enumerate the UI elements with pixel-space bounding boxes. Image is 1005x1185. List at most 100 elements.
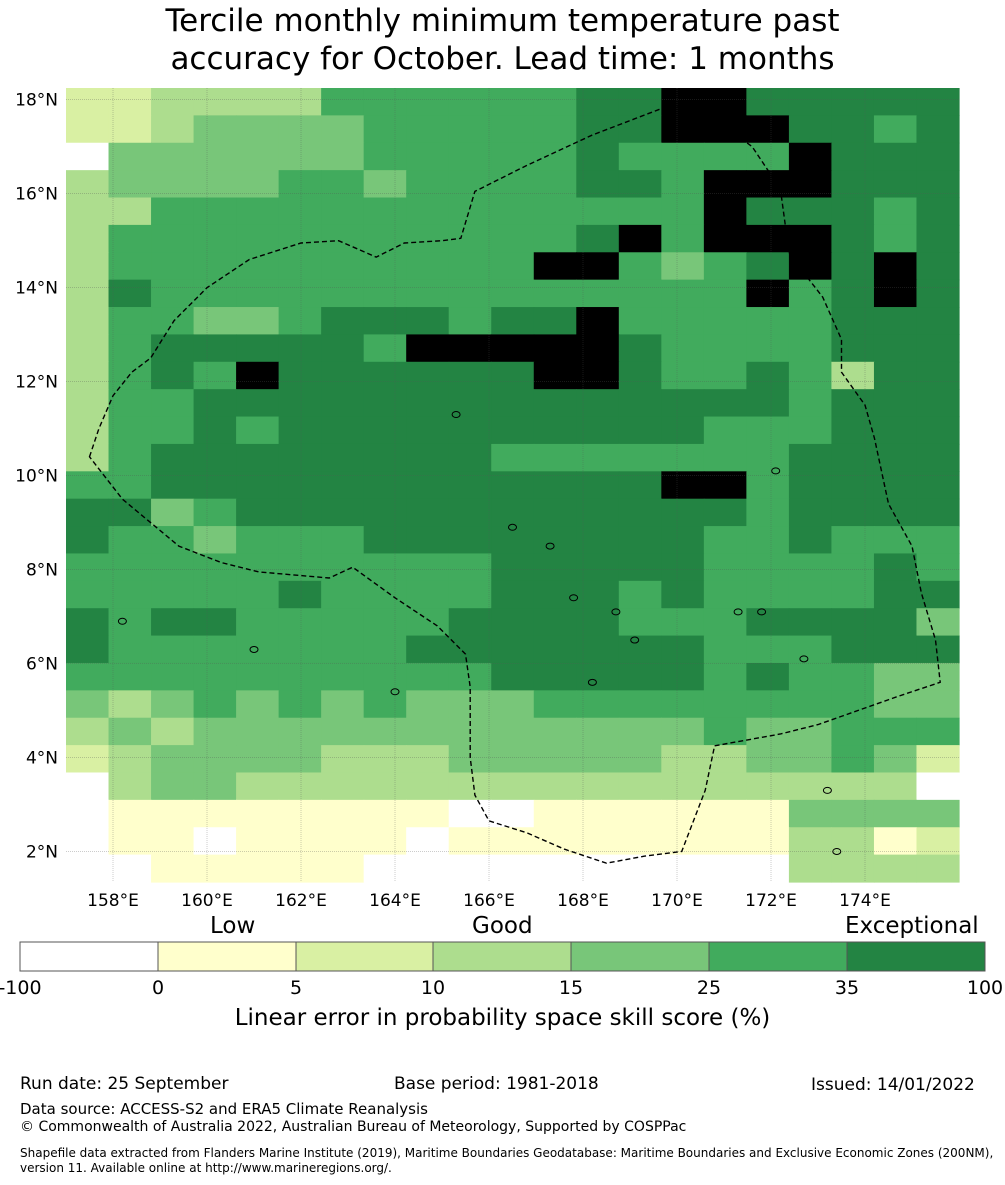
skill-cell [236,690,280,719]
skill-cell [533,827,577,856]
skill-cell [703,690,747,719]
skill-cell [831,526,875,555]
skill-cell [788,635,833,664]
skill-cell [831,553,875,582]
island-outline [545,542,555,550]
skill-cell [491,115,535,144]
skill-cell [576,389,620,418]
skill-cell [491,361,535,390]
skill-cell [151,279,195,308]
skill-cell [151,224,195,253]
skill-cell [831,416,875,445]
skill-cell [873,580,918,609]
skill-cell [193,717,237,746]
skill-cell [193,416,237,445]
skill-cell [618,142,662,171]
skill-cell [108,307,152,336]
skill-cell [363,799,407,828]
skill-cell [363,553,407,582]
skill-cell [108,827,152,856]
skill-cell [278,307,322,336]
category-label-good: Good [472,913,533,939]
skill-cell [916,142,960,171]
skill-cell [491,88,535,116]
skill-cell [618,115,662,144]
island-outline [569,594,579,602]
skill-cell [576,88,620,116]
skill-cell [788,553,833,582]
skill-cell [533,526,577,555]
skill-cell [278,252,322,281]
copyright: © Commonwealth of Australia 2022, Austra… [20,1119,687,1135]
skill-cell [66,279,110,308]
skill-cell [363,827,407,856]
skill-cell [491,827,535,856]
skill-cell [236,224,280,253]
skill-cell [363,142,407,171]
skill-cell [916,717,960,746]
skill-cell [576,827,620,856]
skill-cell [448,854,492,883]
skill-cell [321,252,365,281]
skill-cell [788,799,833,828]
skill-cell [661,361,705,390]
skill-cell [831,142,875,171]
skill-cell [661,827,705,856]
colorbar-segment [19,941,159,972]
skill-cell [448,88,492,116]
skill-cell [788,197,833,226]
skill-cell [831,334,875,363]
skill-cell [873,690,918,719]
skill-cell [533,580,577,609]
skill-cell [363,608,407,637]
skill-cell [406,799,450,828]
lon-tick-label: 164°E [369,891,421,911]
skill-cell [321,416,365,445]
skill-cell [533,224,577,253]
skill-cell [108,197,152,226]
skill-cell [278,745,322,774]
skill-cell [363,115,407,144]
colorbar-tick: -100 [0,977,42,999]
skill-cell [151,690,195,719]
skill-cell [363,580,407,609]
skill-cell [278,690,322,719]
island-outline [451,411,461,419]
skill-cell [406,142,450,171]
skill-cell [873,416,918,445]
skill-cell [108,580,152,609]
skill-cell [321,799,365,828]
colorbar-title: Linear error in probability space skill … [234,1005,771,1031]
skill-cell [831,772,875,801]
skill-cell [533,745,577,774]
skill-cell [703,854,747,883]
skill-cell [66,690,110,719]
skill-cell [448,115,492,144]
skill-cell [788,662,833,691]
base-period: Base period: 1981-2018 [394,1074,599,1094]
skill-cell [66,361,110,390]
skill-cell [831,498,875,527]
colorbar-tick: 35 [834,977,860,999]
skill-cell [108,854,152,883]
skill-cell [108,115,152,144]
skill-cell [406,389,450,418]
skill-cell [363,88,407,116]
skill-cell [533,307,577,336]
skill-cell [746,526,790,555]
skill-cell [873,799,918,828]
skill-cell [406,361,450,390]
skill-cell [151,498,195,527]
colorbar-segment [295,941,434,972]
skill-cell [746,142,790,171]
skill-cell [363,526,407,555]
skill-cell [533,334,577,363]
skill-cell [916,334,960,363]
island-outline [757,608,767,616]
skill-cell [618,580,662,609]
colorbar-tick: 5 [289,977,303,999]
skill-cell [108,88,152,116]
island-outline [799,655,809,663]
island-outline [630,636,640,644]
skill-cell [618,224,662,253]
